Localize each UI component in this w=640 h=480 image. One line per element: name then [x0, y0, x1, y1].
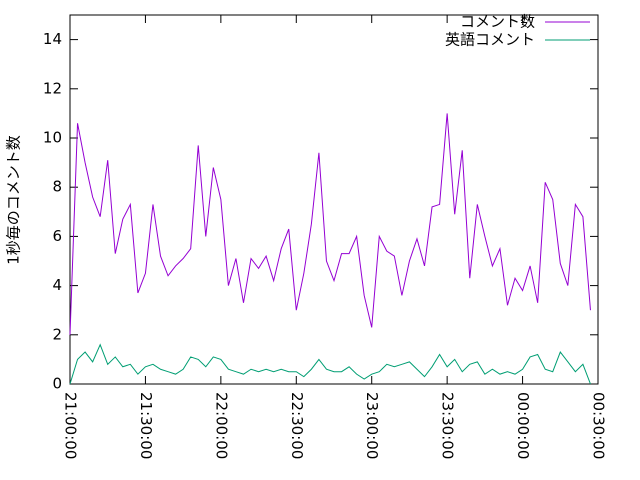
y-tick-label: 14 [43, 30, 62, 48]
y-tick-label: 2 [52, 325, 62, 343]
y-tick-label: 8 [52, 178, 62, 196]
x-tick-label: 22:30:00 [288, 392, 306, 459]
y-tick-label: 6 [52, 227, 62, 245]
y-tick-label: 10 [43, 129, 62, 147]
x-tick-label: 21:30:00 [137, 392, 155, 459]
legend-label: 英語コメント [445, 31, 535, 49]
x-tick-label: 23:30:00 [439, 392, 457, 459]
x-tick-label: 21:00:00 [62, 392, 80, 459]
x-tick-label: 00:30:00 [590, 392, 608, 459]
x-tick-label: 22:00:00 [212, 392, 230, 459]
series-line [69, 343, 591, 385]
x-tick-label: 23:00:00 [363, 392, 381, 459]
y-tick-label: 0 [52, 375, 62, 393]
y-tick-label: 4 [52, 276, 62, 294]
y-axis-label: 1秒毎のコメント数 [5, 135, 23, 265]
series-line [69, 113, 591, 335]
plot-frame [69, 14, 599, 385]
legend-label: コメント数 [460, 13, 535, 31]
x-tick-label: 00:00:00 [514, 392, 532, 459]
y-tick-label: 12 [43, 79, 62, 97]
